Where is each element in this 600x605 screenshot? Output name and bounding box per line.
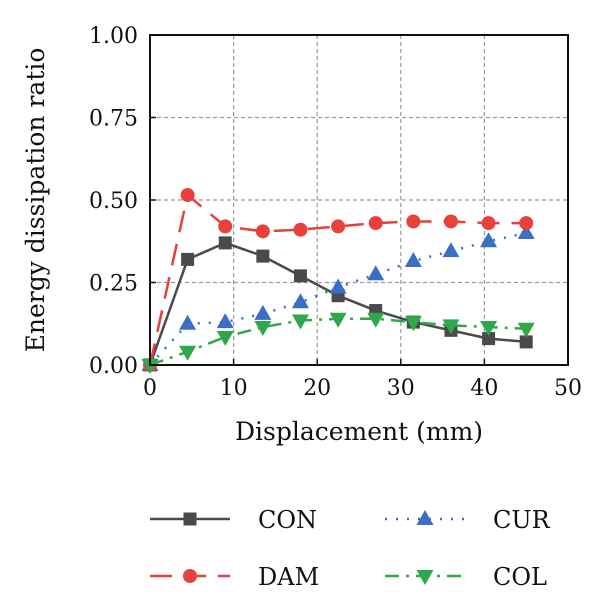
data-point-col [517, 322, 535, 338]
data-point-dam [368, 216, 383, 231]
x-tick-label: 0 [143, 376, 157, 401]
legend-item-cur: CUR [385, 506, 551, 534]
data-point-col [254, 321, 272, 337]
y-tick-label: 1.00 [89, 24, 138, 49]
x-tick-label: 30 [387, 376, 415, 401]
ticks: 0 10 20 30 40 50 0.00 0.25 0.50 0.75 1.00 [89, 24, 582, 401]
series-line-dam [148, 192, 527, 366]
grid [150, 35, 568, 365]
data-point-cur [329, 278, 347, 294]
legend-marker-con [183, 512, 197, 526]
data-point-dam [218, 219, 233, 234]
data-point-con [482, 332, 496, 346]
x-tick-label: 20 [303, 376, 331, 401]
legend-item-col: COL [385, 563, 547, 591]
data-point-dam [293, 222, 308, 237]
legend-label-col: COL [493, 563, 547, 591]
data-point-dam [443, 214, 458, 229]
legend-item-dam: DAM [150, 563, 319, 591]
data-point-cur [254, 304, 272, 320]
data-point-con [293, 269, 307, 283]
data-point-con [519, 335, 533, 349]
series-dam [143, 188, 534, 372]
data-point-cur [216, 313, 234, 329]
data-point-col [179, 345, 197, 361]
legend-label-dam: DAM [258, 563, 319, 591]
series-con [143, 236, 533, 372]
x-axis-label: Displacement (mm) [235, 417, 483, 446]
legend: CON CUR DAM COL [150, 506, 551, 591]
series-layer [141, 188, 535, 374]
data-point-dam [481, 216, 496, 231]
y-tick-label: 0.50 [89, 189, 138, 214]
data-point-col [404, 316, 422, 332]
legend-label-con: CON [258, 506, 317, 534]
data-point-cur [179, 314, 197, 330]
series-col [141, 312, 535, 374]
data-point-con [218, 236, 232, 250]
data-point-dam [255, 224, 270, 239]
y-tick-label: 0.75 [89, 107, 138, 132]
data-point-col [291, 314, 309, 330]
legend-marker-col [416, 570, 434, 585]
y-tick-label: 0.25 [89, 272, 138, 297]
data-point-dam [406, 214, 421, 229]
data-point-col [216, 330, 234, 346]
data-point-dam [519, 216, 534, 231]
legend-item-con: CON [150, 506, 317, 534]
legend-marker-cur [416, 510, 434, 525]
legend-marker-dam [183, 569, 197, 583]
legend-label-cur: CUR [493, 506, 551, 534]
plot-frame [149, 34, 569, 366]
data-point-cur [291, 293, 309, 309]
data-point-con [181, 252, 195, 266]
data-point-cur [480, 232, 498, 248]
series-line-con [148, 241, 527, 366]
x-tick-label: 50 [554, 376, 582, 401]
data-point-col [141, 359, 159, 374]
data-point-cur [367, 265, 385, 281]
data-point-col [480, 321, 498, 337]
y-tick-label: 0.00 [89, 354, 138, 379]
y-axis-label: Energy dissipation ratio [21, 48, 50, 353]
x-tick-label: 40 [470, 376, 498, 401]
data-point-col [367, 312, 385, 328]
data-point-cur [517, 224, 535, 239]
data-point-con [256, 249, 270, 263]
x-tick-label: 10 [220, 376, 248, 401]
data-point-cur [404, 252, 422, 268]
data-point-cur [442, 242, 460, 258]
data-point-col [442, 319, 460, 335]
data-point-dam [331, 219, 346, 234]
data-point-dam [180, 188, 195, 203]
data-point-col [329, 312, 347, 328]
